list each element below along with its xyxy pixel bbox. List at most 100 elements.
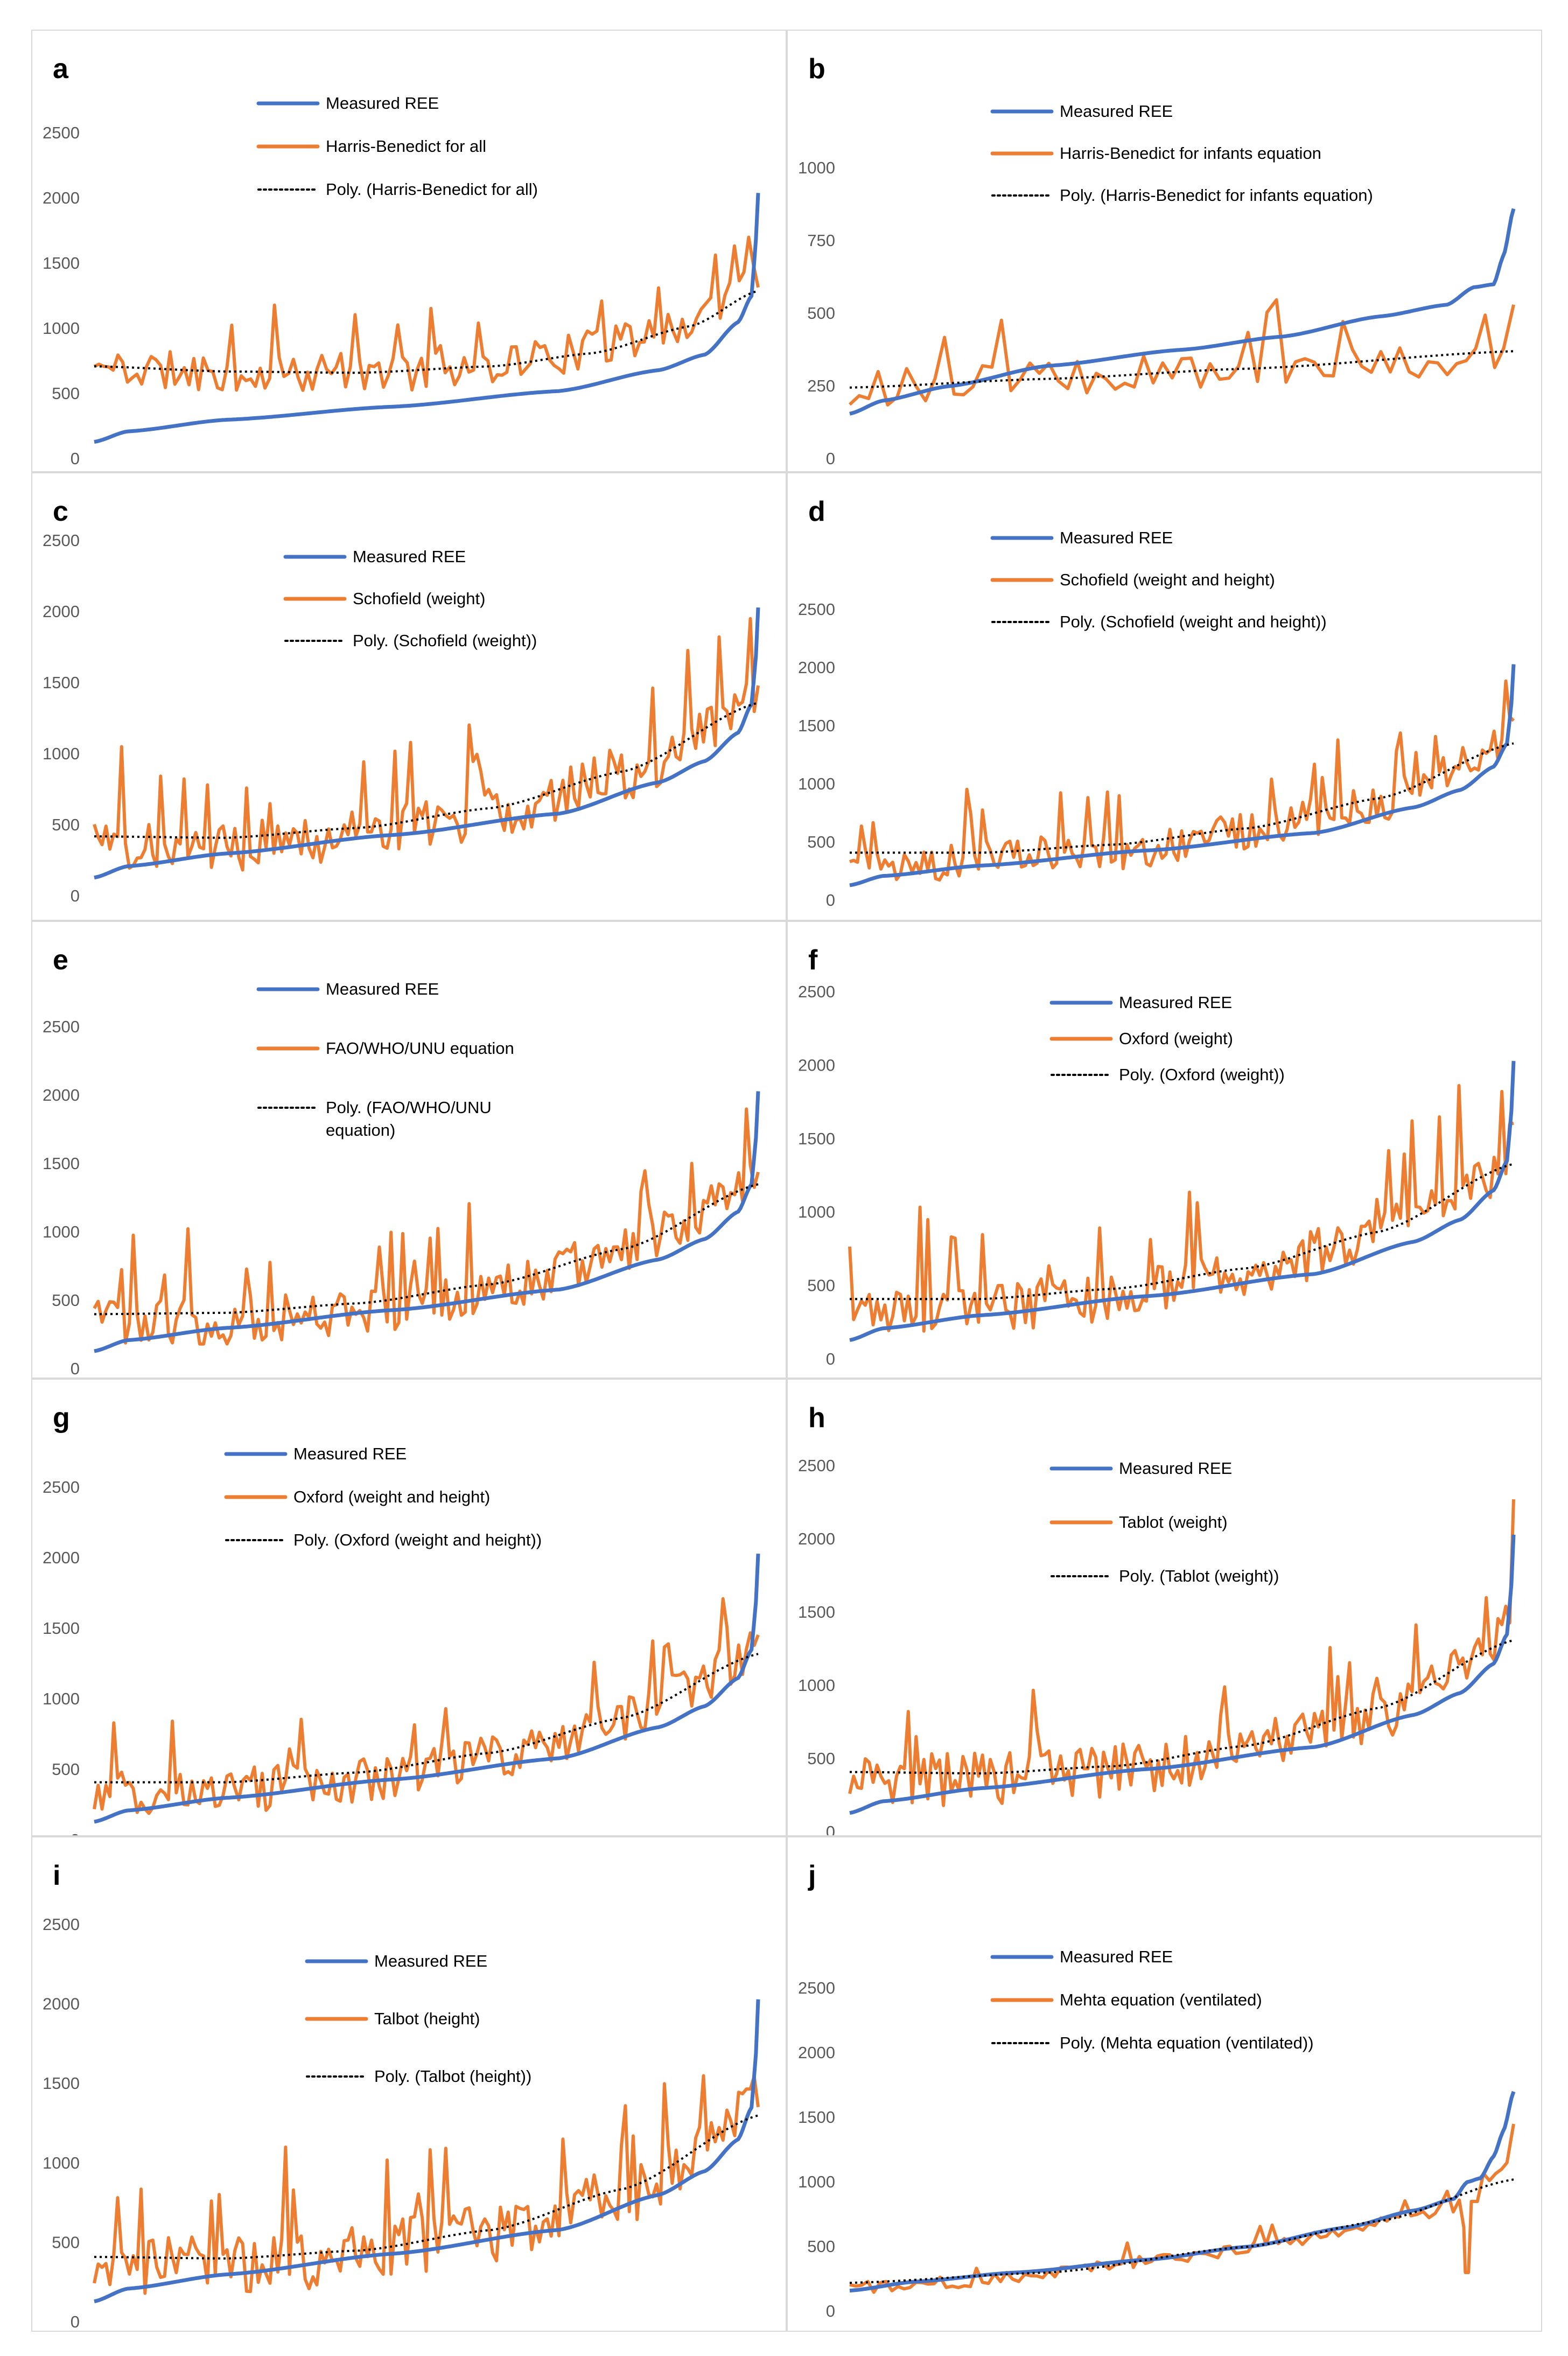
y-tick-label: 2000 <box>798 2043 835 2062</box>
chart-svg-c: c 0 500 1000 1500 2000 2500 Measured REE Schofie… <box>43 496 760 905</box>
y-tick-label: 1500 <box>798 2108 835 2127</box>
chart-panel-a: a 0 500 1000 1500 2000 2500 Measured REE Harris-… <box>31 30 787 472</box>
legend-label: Harris-Benedict for infants equation <box>1060 144 1321 163</box>
series-line-measured-ree <box>849 208 1516 416</box>
legend-label: equation) <box>326 1121 395 1139</box>
chart-svg-h: h 0 500 1000 1500 2000 2500 Measured REE Tablot … <box>798 1402 1516 1835</box>
y-tick-label: 500 <box>807 304 835 323</box>
legend-label: Schofield (weight) <box>353 589 485 608</box>
series-line-equation <box>93 1107 760 1346</box>
y-tick-label: 1000 <box>798 774 835 793</box>
y-tick-label: 2000 <box>798 1529 835 1548</box>
y-tick-label: 0 <box>826 2302 835 2320</box>
series-line-equation <box>848 298 1515 407</box>
y-tick-label: 750 <box>807 231 835 250</box>
series-line-equation <box>848 1499 1515 1807</box>
chart-panel-c: c 0 500 1000 1500 2000 2500 Measured REE Schofie… <box>31 472 787 921</box>
y-tick-label: 500 <box>52 1760 80 1779</box>
series-line-measured-ree <box>849 1534 1516 1815</box>
legend-label: Oxford (weight and height) <box>293 1487 490 1506</box>
chart-panel-j: j 0 500 1000 1500 2000 2500 Measured REE Mehta e… <box>787 1836 1542 2332</box>
legend-label: Poly. (Mehta equation (ventilated)) <box>1060 2033 1314 2052</box>
y-tick-label: 1500 <box>798 1129 835 1148</box>
y-tick-label: 1500 <box>43 2074 80 2093</box>
y-tick-label: 1500 <box>43 254 80 272</box>
legend-label: Poly. (Talbot (height)) <box>374 2067 531 2086</box>
series-line-measured-ree <box>94 607 760 880</box>
series-line-equation <box>849 679 1515 882</box>
series-line-measured-ree <box>94 1999 760 2304</box>
y-tick-label: 2500 <box>43 531 80 550</box>
chart-panel-g: g 0 500 1000 1500 2000 2500 Measured REE Oxford … <box>31 1379 787 1836</box>
series-line-poly-trend <box>94 289 759 374</box>
legend-label: Measured REE <box>1060 528 1173 547</box>
legend-label: Tablot (weight) <box>1119 1513 1228 1532</box>
y-tick-label: 1000 <box>43 1689 80 1708</box>
series-line-equation <box>93 617 760 872</box>
y-tick-label: 0 <box>71 1359 80 1378</box>
y-tick-label: 2000 <box>43 188 80 207</box>
y-tick-label: 2500 <box>798 982 835 1001</box>
legend-label: Measured REE <box>1119 993 1232 1012</box>
legend-label: FAO/WHO/UNU equation <box>326 1039 514 1058</box>
y-tick-label: 0 <box>826 449 835 468</box>
chart-svg-i: i 0 500 1000 1500 2000 2500 Measured REE Talbot … <box>43 1860 760 2331</box>
series-line-measured-ree <box>849 2091 1516 2293</box>
y-tick-label: 500 <box>807 1749 835 1768</box>
chart-panel-b: b 0 250 500 750 1000 Measured REE Harris-Benedi… <box>787 30 1542 472</box>
panel-label-j: j <box>808 1860 816 1891</box>
legend-label: Measured REE <box>1119 1459 1232 1478</box>
y-tick-label: 0 <box>826 1822 835 1835</box>
legend-label: Talbot (height) <box>374 2009 480 2028</box>
y-tick-label: 0 <box>71 2312 80 2331</box>
chart-svg-g: g 0 500 1000 1500 2000 2500 Measured REE Oxford … <box>43 1402 760 1835</box>
legend-label: Harris-Benedict for all <box>326 137 486 156</box>
series-line-equation <box>849 2123 1515 2294</box>
legend-label: Measured REE <box>353 547 466 566</box>
y-tick-label: 2500 <box>43 1478 80 1497</box>
y-tick-label: 2500 <box>43 1915 80 1934</box>
legend-label: Poly. (Harris-Benedict for infants equat… <box>1060 186 1373 205</box>
y-tick-label: 1000 <box>43 1222 80 1241</box>
y-tick-label: 2500 <box>798 600 835 619</box>
y-tick-label: 1500 <box>43 673 80 692</box>
legend-label: Oxford (weight) <box>1119 1029 1233 1048</box>
legend-label: Measured REE <box>326 980 439 998</box>
chart-panel-i: i 0 500 1000 1500 2000 2500 Measured REE Talbot … <box>31 1836 787 2332</box>
series-line-equation <box>93 1597 760 1815</box>
legend-label: Measured REE <box>374 1952 487 1970</box>
y-tick-label: 2500 <box>798 1979 835 1997</box>
chart-svg-j: j 0 500 1000 1500 2000 2500 Measured REE Mehta e… <box>798 1860 1516 2320</box>
chart-panel-e: e 0 500 1000 1500 2000 2500 Measured REE FAO/WHO… <box>31 921 787 1379</box>
panel-label-d: d <box>808 496 825 527</box>
series-line-measured-ree <box>94 193 760 444</box>
chart-svg-a: a 0 500 1000 1500 2000 2500 Measured REE Harris-… <box>43 53 760 468</box>
legend-label: Measured REE <box>1060 102 1173 121</box>
y-tick-label: 500 <box>807 833 835 851</box>
legend-label: Poly. (FAO/WHO/UNU <box>326 1098 492 1117</box>
legend-label: Poly. (Harris-Benedict for all) <box>326 180 538 199</box>
series-line-poly-trend <box>94 1653 759 1784</box>
legend-label: Poly. (Oxford (weight and height)) <box>293 1530 542 1549</box>
y-tick-label: 2000 <box>43 602 80 621</box>
y-tick-label: 2000 <box>798 658 835 677</box>
y-tick-label: 1000 <box>798 158 835 177</box>
y-tick-label: 2000 <box>798 1055 835 1074</box>
series-line-poly-trend <box>850 1163 1514 1301</box>
series-line-poly-trend <box>94 702 759 839</box>
legend-label: Poly. (Tablot (weight)) <box>1119 1567 1279 1585</box>
legend-label: Measured REE <box>1060 1947 1173 1966</box>
y-tick-label: 0 <box>826 1350 835 1368</box>
y-tick-label: 2500 <box>43 123 80 142</box>
chart-svg-e: e 0 500 1000 1500 2000 2500 Measured REE FAO/WHO… <box>43 945 760 1378</box>
y-tick-label: 0 <box>826 891 835 910</box>
series-line-measured-ree <box>849 1061 1516 1342</box>
y-tick-label: 500 <box>807 1276 835 1295</box>
legend-label: Poly. (Oxford (weight)) <box>1119 1065 1285 1084</box>
series-line-measured-ree <box>94 1091 760 1353</box>
y-tick-label: 1000 <box>798 2172 835 2191</box>
y-tick-label: 2500 <box>798 1456 835 1475</box>
y-tick-label: 500 <box>52 384 80 403</box>
legend-label: Measured REE <box>326 94 439 113</box>
y-tick-label: 1500 <box>43 1619 80 1638</box>
